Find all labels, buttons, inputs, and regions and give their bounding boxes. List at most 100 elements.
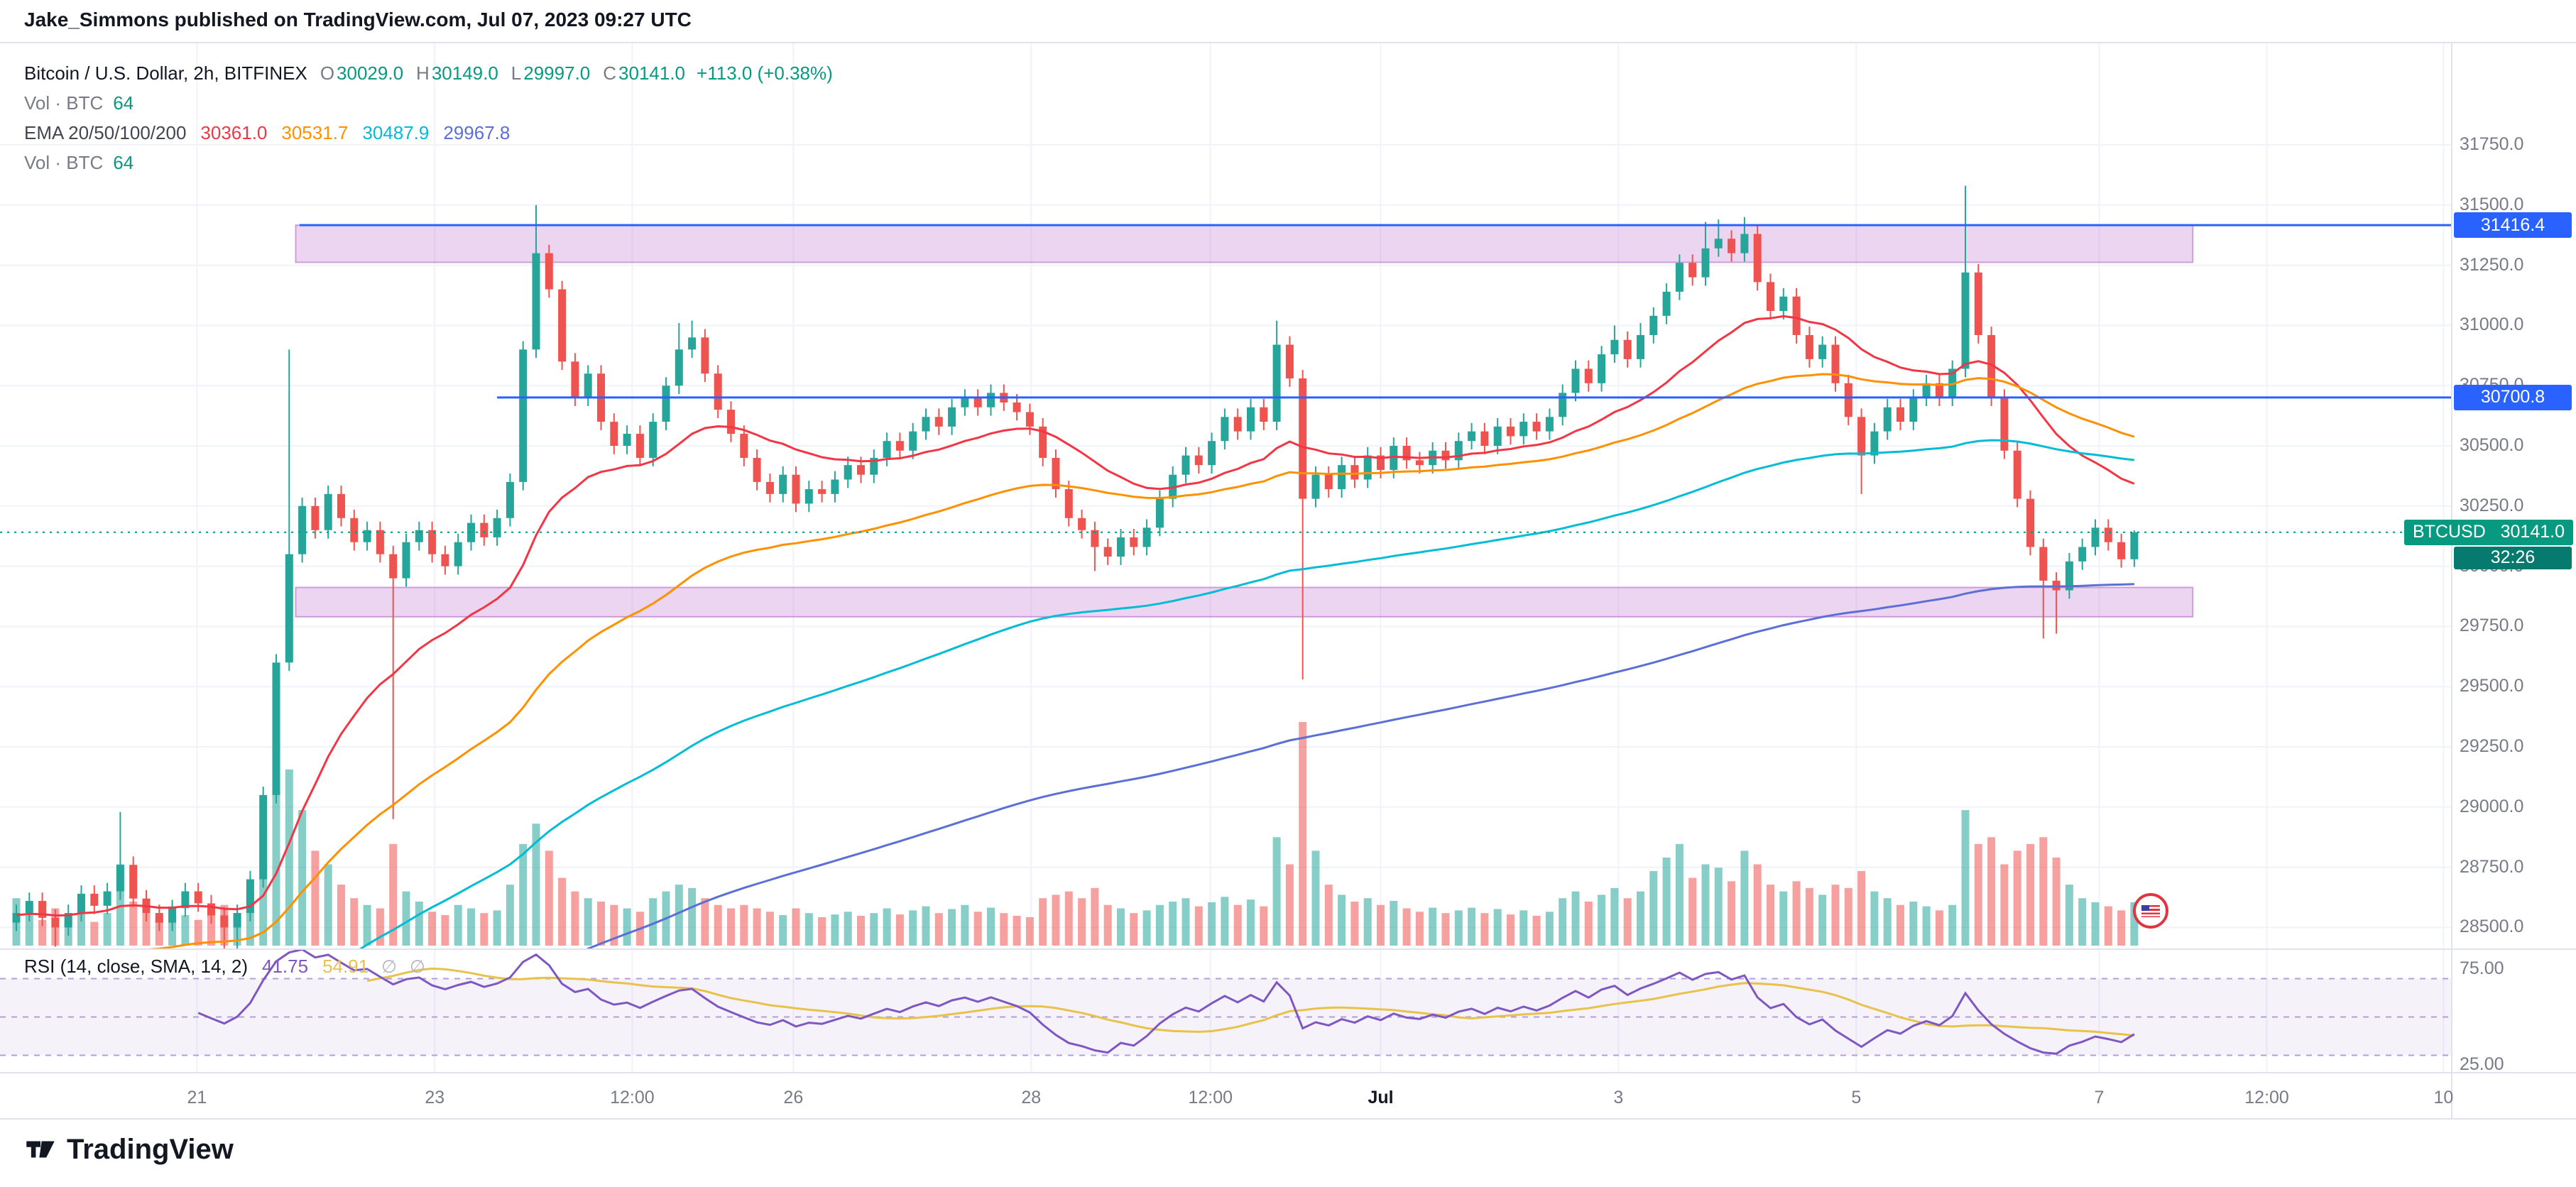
candle-body xyxy=(493,518,501,537)
volume2-label: Vol · BTC xyxy=(24,151,104,173)
volume-bar xyxy=(532,824,540,946)
candle-body xyxy=(90,893,99,906)
price-tick-label: 31000.0 xyxy=(2460,314,2524,335)
volume-bar xyxy=(571,891,579,946)
candle-body xyxy=(1532,422,1541,432)
rsi-value: 41.75 xyxy=(262,956,309,977)
bar-countdown-tag: 32:26 xyxy=(2454,546,2572,569)
frame-layer xyxy=(0,42,2576,1120)
candle-body xyxy=(467,523,475,542)
candle-body xyxy=(428,530,437,554)
candle-body xyxy=(922,417,930,432)
volume-bar xyxy=(2130,902,2139,946)
candle-body xyxy=(1493,426,1502,446)
candle-body xyxy=(1598,354,1606,383)
rsi-legend-row[interactable]: RSI (14, close, SMA, 14, 2) 41.75 54.91 … xyxy=(24,956,425,978)
volume-bar xyxy=(181,915,190,946)
candle-body xyxy=(635,434,644,458)
candle-body xyxy=(934,417,943,427)
candle-body xyxy=(1117,537,1125,557)
zones-layer[interactable] xyxy=(295,224,2194,618)
volume-legend-row[interactable]: Vol · BTC 64 xyxy=(24,88,833,118)
volume-bar xyxy=(1805,887,1813,946)
volume-bar xyxy=(870,913,878,946)
volume-bar xyxy=(350,898,359,946)
candle-body xyxy=(1883,407,1892,432)
volume-bar xyxy=(740,904,748,946)
candle-body xyxy=(1870,431,1879,456)
volume-bar xyxy=(2039,837,2048,946)
ema50-value: 30531.7 xyxy=(281,121,349,143)
price-axis[interactable]: 31750.031500.031250.031000.030750.030500… xyxy=(2460,0,2575,1187)
symbol-legend-row[interactable]: Bitcoin / U.S. Dollar, 2h, BITFINEX O 300… xyxy=(24,58,833,88)
volume-bar xyxy=(1701,864,1710,946)
candle-body xyxy=(1818,344,1827,359)
mid-level-price-tag: 30700.8 xyxy=(2454,384,2572,410)
candle-body xyxy=(909,431,917,451)
mid-level-price-text: 30700.8 xyxy=(2480,387,2545,407)
volume-bar xyxy=(1194,906,1203,946)
volume-bar xyxy=(987,907,995,946)
volume-bar xyxy=(857,916,865,946)
volume-bar xyxy=(376,908,384,946)
volume-bar xyxy=(2026,843,2034,946)
candle-body xyxy=(1233,417,1242,432)
volume-bar xyxy=(1429,907,1437,946)
volume-bar xyxy=(480,913,489,946)
volume-bar xyxy=(194,919,202,946)
candle-body xyxy=(402,542,410,579)
volume-bar xyxy=(1130,913,1138,946)
tradingview-logo[interactable]: TradingView xyxy=(24,1133,234,1166)
candle-body xyxy=(2104,527,2112,542)
volume2-legend-row[interactable]: Vol · BTC 64 xyxy=(24,148,833,177)
volume2-value: 64 xyxy=(113,151,134,173)
volume-bar xyxy=(1883,898,1892,946)
candle-body xyxy=(1272,344,1281,422)
candle-body xyxy=(77,893,85,914)
candle-body xyxy=(259,794,268,880)
volume-bar xyxy=(545,850,553,946)
candle-body xyxy=(350,518,359,542)
volume-bar xyxy=(1714,868,1723,946)
candle-body xyxy=(1909,398,1918,422)
candle-body xyxy=(1402,446,1411,461)
rsi-sma-value: 54.91 xyxy=(322,956,369,977)
candle-body xyxy=(1961,272,1970,369)
rsi-pane[interactable] xyxy=(0,949,2452,1056)
ema100-value: 30487.9 xyxy=(362,121,430,143)
volume-bar xyxy=(1948,904,1957,946)
volume-bar xyxy=(1831,885,1840,946)
volume-bar xyxy=(1155,904,1164,946)
candle-body xyxy=(1662,291,1671,316)
candle-body xyxy=(506,481,514,518)
chart-legend: Bitcoin / U.S. Dollar, 2h, BITFINEX O 300… xyxy=(24,58,833,177)
time-axis[interactable]: 21 23 12:00 26 28 12:00 Jul 3 5 7 12:00 10 xyxy=(0,1085,2457,1115)
volume-bar xyxy=(90,921,99,946)
us-economic-event-icon[interactable] xyxy=(2133,893,2168,929)
candle-body xyxy=(1415,460,1424,466)
candle-body xyxy=(1091,530,1099,547)
candle-body xyxy=(480,523,489,537)
hline-layer[interactable] xyxy=(299,224,2452,399)
candle-body xyxy=(727,410,735,434)
candle-body xyxy=(1637,334,1644,359)
ema-legend-row[interactable]: EMA 20/50/100/200 30361.0 30531.7 30487.… xyxy=(24,118,833,148)
volume-bar xyxy=(779,915,787,946)
candle-body xyxy=(1779,296,1788,312)
candle-body xyxy=(1519,422,1528,437)
volume-bar xyxy=(2013,850,2021,946)
volume-bar xyxy=(38,919,47,946)
close-label: C xyxy=(603,62,617,84)
candle-body xyxy=(1507,426,1515,437)
candle-body xyxy=(363,530,371,542)
volume-bar xyxy=(1221,897,1229,946)
low-label: L xyxy=(511,62,522,84)
candle-body xyxy=(2013,450,2021,499)
volume-bar xyxy=(558,877,567,946)
tradingview-logo-text: TradingView xyxy=(67,1133,234,1165)
price-tick-label: 31500.0 xyxy=(2460,194,2524,214)
volume-bar xyxy=(1338,895,1346,946)
us-flag-icon xyxy=(2141,904,2160,917)
candle-body xyxy=(740,434,748,458)
